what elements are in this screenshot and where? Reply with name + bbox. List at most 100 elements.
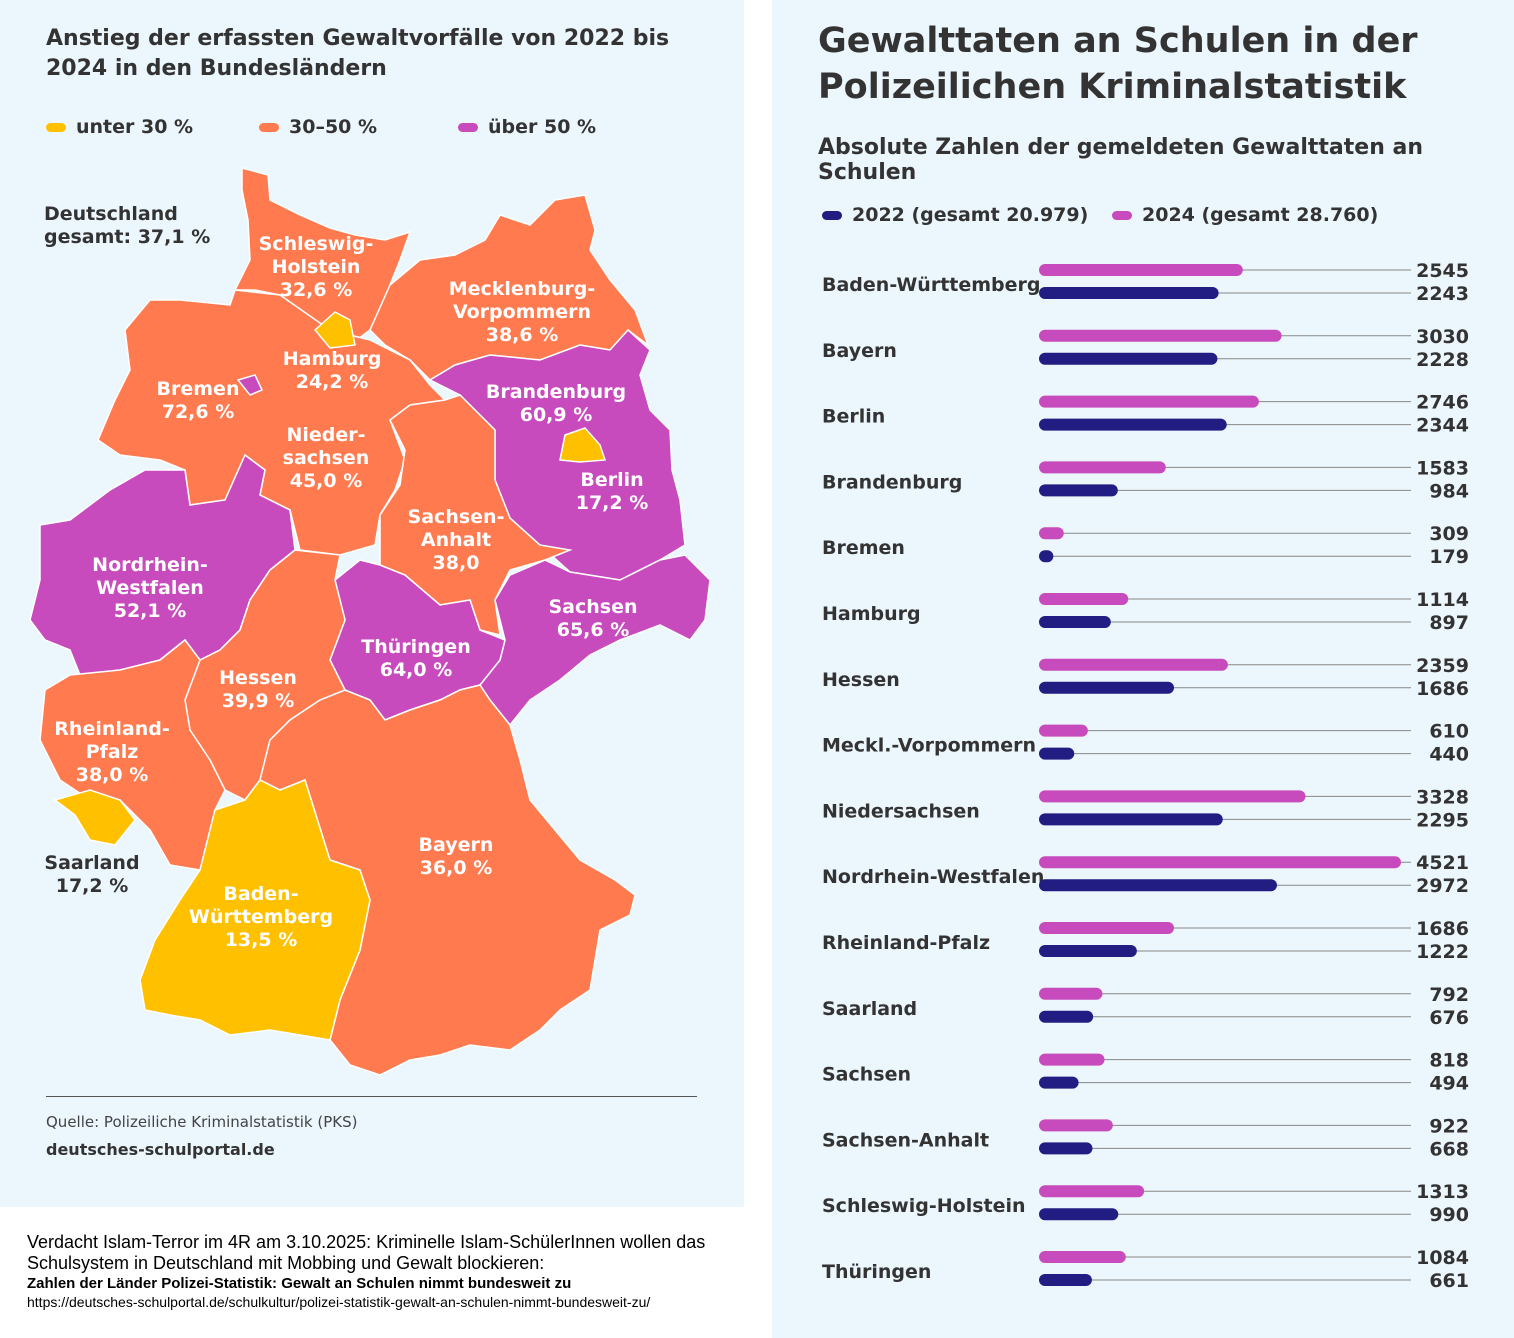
data-label: 676 (1429, 1007, 1469, 1029)
bar-2024 (1039, 856, 1401, 869)
map-panel: Schleswig- Holstein 32,6 % Mecklenburg- Vorp… (0, 0, 744, 1207)
title-line: Polizeilichen Kriminalstatistik (818, 67, 1407, 107)
data-label: 661 (1429, 1270, 1469, 1292)
bar-2024 (1039, 1251, 1126, 1263)
state-name: Baden- (223, 883, 298, 905)
state-value: 24,2 % (296, 371, 369, 393)
data-label: 990 (1429, 1204, 1469, 1226)
state-value: 45,0 % (290, 470, 363, 492)
state-value: 32,6 % (280, 279, 353, 301)
category-label: Thüringen (822, 1261, 931, 1283)
state-name: Holstein (272, 256, 361, 278)
bar-2024 (1039, 1185, 1145, 1198)
data-label: 1686 (1416, 678, 1469, 700)
category-label: Hessen (822, 669, 900, 691)
data-label: 984 (1429, 480, 1469, 502)
note-headline: Zahlen der Länder Polizei-Statistik: Gew… (27, 1275, 572, 1292)
state-value: 38,6 % (486, 324, 559, 346)
state-value: 64,0 % (380, 659, 453, 681)
bar-2024 (1039, 527, 1064, 540)
state-ni (97, 289, 447, 556)
bar-2022 (1039, 945, 1137, 957)
total-value: gesamt: 37,1 % (44, 226, 211, 248)
data-label: 1313 (1416, 1181, 1469, 1203)
state-value: 52,1 % (114, 600, 187, 622)
legend-label: über 50 % (488, 116, 597, 138)
state-name: Württemberg (189, 906, 333, 928)
data-label: 2972 (1416, 875, 1469, 897)
legend-under-30: unter 30 % (46, 116, 193, 138)
state-sl (53, 789, 136, 846)
legend-2024: 2024 (gesamt 28.760) (1112, 204, 1378, 226)
bar-2024 (1039, 395, 1259, 408)
legend-label: 2022 (gesamt 20.979) (852, 204, 1089, 226)
map-title: Anstieg der erfassten Gewaltvorfälle von… (46, 26, 670, 81)
data-label: 818 (1429, 1050, 1469, 1072)
bar-2024 (1039, 461, 1166, 474)
data-label: 1583 (1416, 457, 1469, 479)
data-label: 1222 (1416, 941, 1469, 963)
data-label: 1114 (1416, 589, 1469, 611)
data-label: 1686 (1416, 918, 1469, 940)
state-name: Nordrhein- (92, 554, 208, 576)
category-label: Bremen (822, 537, 905, 559)
data-label: 2746 (1416, 392, 1469, 414)
legend-over-50: über 50 % (458, 116, 596, 138)
bar-2024 (1039, 264, 1243, 276)
data-label: 2228 (1416, 349, 1469, 371)
state-value: 17,2 % (576, 492, 649, 514)
state-value: 38,0 % (76, 764, 149, 786)
legend-label: unter 30 % (76, 116, 194, 138)
bar-2022 (1039, 1208, 1119, 1221)
data-label: 922 (1429, 1115, 1469, 1137)
data-label: 1084 (1416, 1247, 1469, 1269)
legend-swatch (259, 122, 279, 132)
state-name: Thüringen (361, 636, 470, 658)
state-name: Saarland (44, 852, 139, 874)
state-value: 60,9 % (520, 404, 593, 426)
data-label: 668 (1429, 1138, 1469, 1160)
site-link[interactable]: deutsches-schulportal.de (46, 1140, 275, 1159)
state-value: 13,5 % (225, 929, 298, 951)
note-url[interactable]: https://deutsches-schulportal.de/schulku… (27, 1294, 651, 1310)
state-name: Anhalt (421, 529, 491, 551)
data-label: 2344 (1416, 415, 1469, 437)
bar-2022 (1039, 287, 1219, 299)
chart-subtitle: Absolute Zahlen der gemeldeten Gewalttat… (818, 135, 1424, 185)
category-label: Baden-Württemberg (822, 274, 1041, 296)
data-label: 610 (1429, 721, 1469, 743)
bar-2024 (1039, 658, 1228, 671)
bar-chart-panel: Baden-Württemberg 2545 2243 Bayern 3030 2228 B… (772, 0, 1514, 1338)
state-name: Hamburg (283, 348, 382, 370)
divider (46, 1096, 697, 1097)
state-name: Schleswig- (259, 233, 374, 255)
category-label: Nordrhein-Westfalen (822, 866, 1044, 888)
bar-2024 (1039, 922, 1174, 934)
state-value: 38,0 (433, 552, 480, 574)
state-name: Nieder- (286, 424, 365, 446)
category-label: Brandenburg (822, 471, 962, 493)
state-name: Sachsen (548, 596, 637, 618)
state-name: Hessen (219, 667, 297, 689)
state-name: Mecklenburg- (449, 278, 596, 300)
state-mv (369, 194, 650, 381)
title-line: Gewalttaten an Schulen in der (818, 21, 1418, 61)
bar-2024 (1039, 724, 1088, 737)
total-label: Deutschland (44, 203, 178, 225)
bar-2022 (1039, 1010, 1094, 1023)
legend-swatch (1112, 210, 1132, 220)
category-label: Meckl.-Vorpommern (822, 735, 1036, 757)
category-label: Hamburg (822, 603, 921, 625)
category-label: Bayern (822, 340, 897, 362)
state-value: 17,2 % (56, 875, 129, 897)
data-label: 3328 (1416, 786, 1469, 808)
data-label: 494 (1429, 1073, 1469, 1095)
data-label: 2295 (1416, 809, 1469, 831)
data-label: 2545 (1416, 260, 1469, 282)
germany-total: Deutschland gesamt: 37,1 % (44, 203, 210, 249)
data-label: 2243 (1416, 283, 1469, 305)
data-label: 179 (1429, 546, 1469, 568)
state-name: Bayern (419, 834, 494, 856)
category-label: Schleswig-Holstein (822, 1195, 1026, 1217)
